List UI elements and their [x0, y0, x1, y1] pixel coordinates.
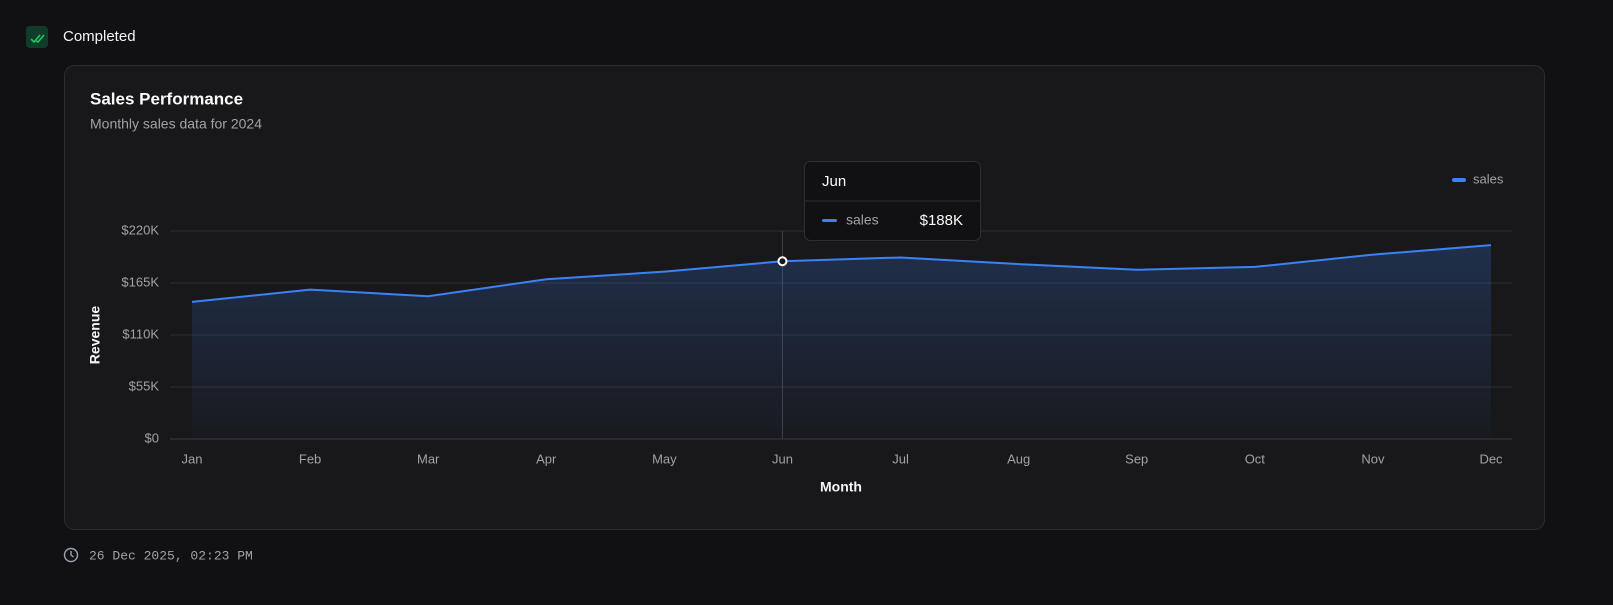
x-tick-label: Nov	[1361, 451, 1385, 466]
x-tick-label: Oct	[1245, 451, 1266, 466]
x-tick-label: May	[652, 451, 677, 466]
y-tick-label: $55K	[129, 378, 160, 393]
clock-icon	[63, 547, 79, 563]
chart-subtitle: Monthly sales data for 2024	[90, 116, 262, 132]
line	[191, 244, 1492, 303]
legend-swatch	[1452, 178, 1466, 182]
x-tick-label: Sep	[1125, 451, 1148, 466]
x-tick-label: Jun	[772, 451, 793, 466]
y-axis-label: Revenue	[87, 306, 103, 365]
x-tick-label: Apr	[536, 451, 557, 466]
active-dot	[777, 256, 788, 267]
legend-label: sales	[1473, 171, 1504, 186]
y-tick-label: $165K	[121, 274, 159, 289]
status: Completed	[63, 28, 136, 45]
x-tick-label: Feb	[299, 451, 321, 466]
chart-title: Sales Performance	[90, 89, 243, 108]
clock-hands	[70, 551, 74, 558]
tooltip-title: Jun	[822, 173, 846, 190]
x-tick-label: Jul	[892, 451, 909, 466]
x-tick-label: Aug	[1007, 451, 1030, 466]
y-tick-label: $110K	[122, 326, 159, 341]
check-icon	[30, 34, 45, 44]
timestamp: 26 Dec 2025, 02:23 PM	[89, 548, 253, 563]
y-tick-label: $220K	[121, 222, 159, 237]
area-fill	[192, 245, 1491, 439]
y-tick-label: $0	[145, 430, 159, 445]
tooltip-value: $188K	[920, 212, 963, 229]
x-axis-label: Month	[820, 479, 862, 495]
tooltip-series: sales	[846, 212, 879, 228]
x-tick-label: Mar	[417, 451, 440, 466]
tooltip-swatch	[822, 219, 837, 222]
x-tick-label: Dec	[1479, 451, 1503, 466]
status-icon	[26, 26, 48, 48]
x-tick-label: Jan	[182, 451, 203, 466]
